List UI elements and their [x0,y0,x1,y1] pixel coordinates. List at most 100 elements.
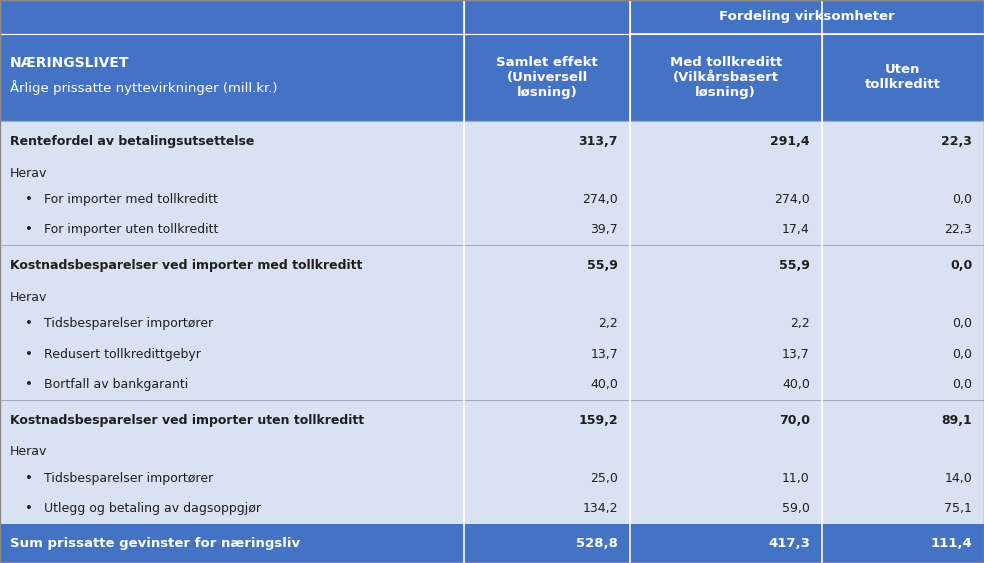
Bar [464,441,630,463]
Bar [0,215,464,245]
Bar [822,34,984,121]
Text: 2,2: 2,2 [790,317,810,330]
Bar [0,493,464,524]
Bar [464,369,630,400]
Bar [630,441,822,463]
Text: 0,0: 0,0 [950,260,972,272]
Text: 2,2: 2,2 [598,317,618,330]
Text: 22,3: 22,3 [942,135,972,148]
Text: 417,3: 417,3 [768,537,810,550]
Bar [822,121,984,162]
Bar [822,185,984,215]
Bar [630,309,822,339]
Text: 0,0: 0,0 [953,317,972,330]
Text: 11,0: 11,0 [782,472,810,485]
Text: Tidsbesparelser importører: Tidsbesparelser importører [44,472,214,485]
Bar [630,215,822,245]
Text: 40,0: 40,0 [590,378,618,391]
Bar [464,339,630,369]
Text: Samlet effekt
(Universell
løsning): Samlet effekt (Universell løsning) [496,56,598,99]
Text: Herav: Herav [10,291,47,304]
Text: 39,7: 39,7 [590,224,618,236]
Text: Herav: Herav [10,167,47,180]
Text: •: • [25,224,32,236]
Bar [630,493,822,524]
Bar [630,369,822,400]
Text: Sum prissatte gevinster for næringsliv: Sum prissatte gevinster for næringsliv [10,537,300,550]
Bar [822,287,984,309]
Text: Bortfall av bankgaranti: Bortfall av bankgaranti [44,378,189,391]
Bar [822,369,984,400]
Text: Tidsbesparelser importører: Tidsbesparelser importører [44,317,214,330]
Bar [464,400,630,441]
Text: •: • [25,378,32,391]
Text: 111,4: 111,4 [931,537,972,550]
Bar [822,463,984,493]
Text: 0,0: 0,0 [953,193,972,206]
Text: •: • [25,317,32,330]
Bar [0,309,464,339]
Bar [464,0,630,34]
Bar [0,441,464,463]
Bar [0,339,464,369]
Text: 75,1: 75,1 [945,502,972,515]
Text: Kostnadsbesparelser ved importer uten tollkreditt: Kostnadsbesparelser ved importer uten to… [10,414,364,427]
Text: 17,4: 17,4 [782,224,810,236]
Bar [464,121,630,162]
Bar [464,185,630,215]
Bar [0,524,464,563]
Text: Fordeling virksomheter: Fordeling virksomheter [719,10,894,24]
Bar [464,215,630,245]
Bar [0,34,464,121]
Bar [0,245,464,287]
Text: 89,1: 89,1 [942,414,972,427]
Text: 14,0: 14,0 [945,472,972,485]
Text: 291,4: 291,4 [770,135,810,148]
Text: Kostnadsbesparelser ved importer med tollkreditt: Kostnadsbesparelser ved importer med tol… [10,260,362,272]
Text: Rentefordel av betalingsutsettelse: Rentefordel av betalingsutsettelse [10,135,254,148]
Text: NÆRINGSLIVET: NÆRINGSLIVET [10,56,129,70]
Bar [630,245,822,287]
Bar [0,185,464,215]
Text: 528,8: 528,8 [576,537,618,550]
Bar [0,121,464,162]
Text: •: • [25,472,32,485]
Bar [822,493,984,524]
Bar [464,287,630,309]
Bar [630,524,822,563]
Bar [464,162,630,185]
Text: 0,0: 0,0 [953,347,972,360]
Text: 25,0: 25,0 [590,472,618,485]
Bar [822,162,984,185]
Bar [0,369,464,400]
Text: For importer uten tollkreditt: For importer uten tollkreditt [44,224,218,236]
Text: Uten
tollkreditt: Uten tollkreditt [865,64,941,91]
Text: 59,0: 59,0 [782,502,810,515]
Text: Redusert tollkredittgebyr: Redusert tollkredittgebyr [44,347,201,360]
Text: Utlegg og betaling av dagsoppgjør: Utlegg og betaling av dagsoppgjør [44,502,262,515]
Text: 134,2: 134,2 [583,502,618,515]
Bar [464,493,630,524]
Text: 159,2: 159,2 [579,414,618,427]
Bar [464,309,630,339]
Text: 55,9: 55,9 [779,260,810,272]
Bar [630,287,822,309]
Bar [464,463,630,493]
Bar [630,34,822,121]
Text: •: • [25,347,32,360]
Bar [0,0,464,34]
Text: For importer med tollkreditt: For importer med tollkreditt [44,193,218,206]
Bar [0,287,464,309]
Bar [464,34,630,121]
Bar [630,162,822,185]
Bar [822,339,984,369]
Bar [630,185,822,215]
Text: •: • [25,502,32,515]
Text: 13,7: 13,7 [782,347,810,360]
Bar [822,400,984,441]
Text: 313,7: 313,7 [579,135,618,148]
Text: 70,0: 70,0 [778,414,810,427]
Bar [630,463,822,493]
Bar [822,245,984,287]
Text: 274,0: 274,0 [583,193,618,206]
